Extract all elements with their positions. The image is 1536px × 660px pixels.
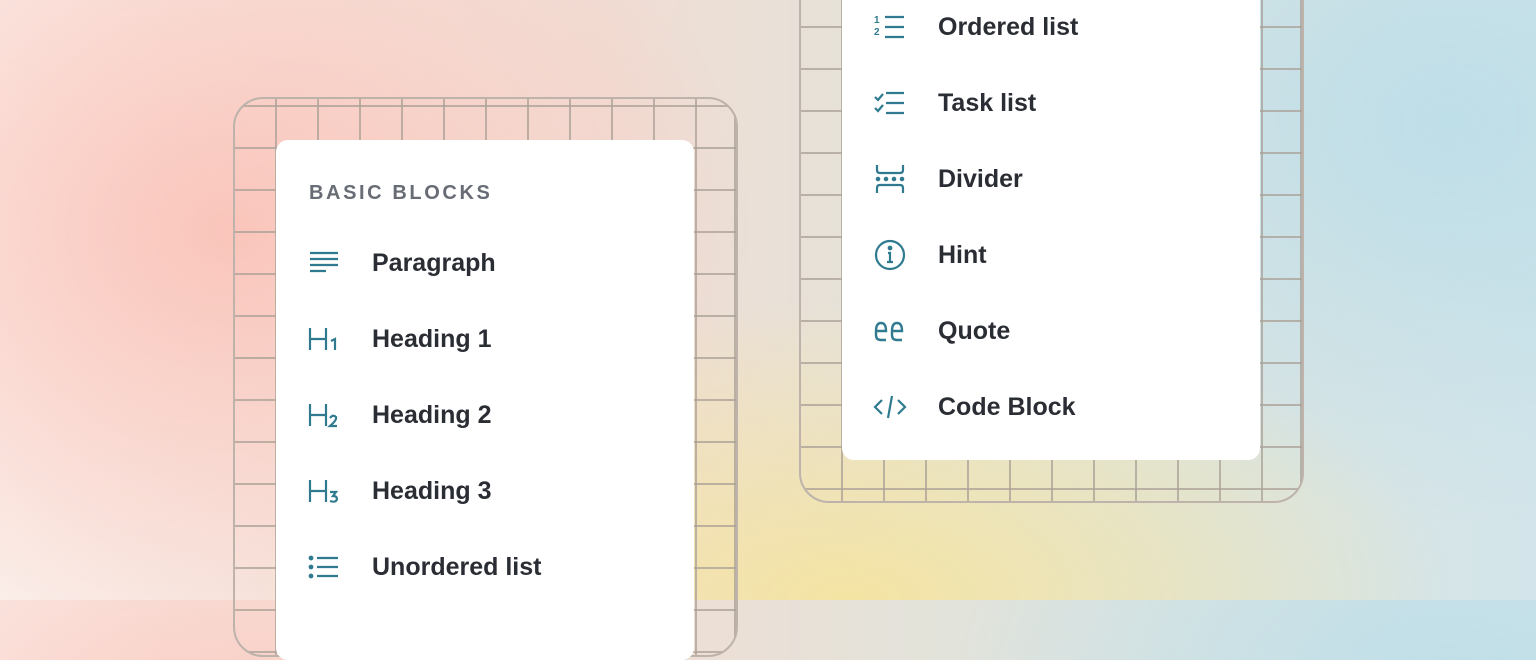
quote-icon xyxy=(872,313,908,349)
menu-item-quote[interactable]: Quote xyxy=(842,301,1260,361)
menu-item-heading-2[interactable]: Heading 2 xyxy=(276,385,694,445)
menu-item-task-list[interactable]: Task list xyxy=(842,73,1260,133)
menu-item-unordered-list[interactable]: Unordered list xyxy=(276,537,694,597)
heading-1-icon xyxy=(306,321,342,357)
menu-item-heading-1[interactable]: Heading 1 xyxy=(276,309,694,369)
basic-blocks-menu: BASIC BLOCKS Paragraph Heading 1 Heading… xyxy=(276,140,694,660)
section-label: BASIC BLOCKS xyxy=(309,182,493,204)
divider-icon xyxy=(872,161,908,197)
info-icon xyxy=(872,237,908,273)
menu-item-hint[interactable]: Hint xyxy=(842,225,1260,285)
unordered-list-icon xyxy=(306,549,342,585)
svg-text:2: 2 xyxy=(874,27,880,38)
svg-text:1: 1 xyxy=(874,15,880,26)
menu-item-paragraph[interactable]: Paragraph xyxy=(276,233,694,293)
menu-item-divider[interactable]: Divider xyxy=(842,149,1260,209)
paragraph-icon xyxy=(306,245,342,281)
menu-item-code-block[interactable]: Code Block xyxy=(842,377,1260,437)
heading-3-icon xyxy=(306,473,342,509)
menu-item-heading-3[interactable]: Heading 3 xyxy=(276,461,694,521)
code-icon xyxy=(872,389,908,425)
task-list-icon xyxy=(872,85,908,121)
heading-2-icon xyxy=(306,397,342,433)
